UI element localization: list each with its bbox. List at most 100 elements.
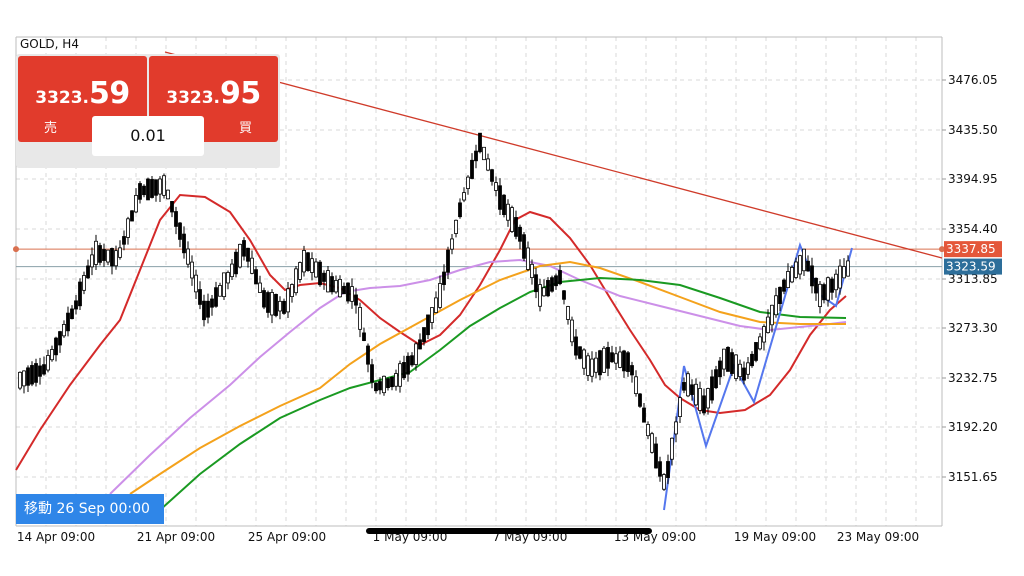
candle (618, 351, 622, 368)
candle (158, 178, 162, 195)
chart-scroll-handle[interactable] (366, 528, 652, 534)
candle (502, 194, 506, 215)
candle (482, 146, 486, 161)
price-tag (944, 241, 1002, 258)
candle (674, 421, 678, 435)
candle (658, 461, 662, 477)
candle (242, 240, 246, 257)
candle (578, 346, 582, 359)
candle (630, 365, 634, 376)
candle (290, 284, 294, 297)
candle (226, 272, 230, 284)
candle (362, 332, 366, 341)
ma-violet (109, 258, 847, 495)
candle (62, 324, 66, 337)
price-tick-label: 3313.85 (948, 272, 998, 286)
candle (378, 381, 382, 391)
candle (510, 207, 514, 232)
price-tick-label: 3394.95 (948, 172, 998, 186)
candle (670, 437, 674, 460)
candle (546, 280, 550, 297)
candle (638, 393, 642, 407)
candle (422, 327, 426, 343)
candle (846, 260, 850, 277)
candle (342, 285, 346, 295)
candle (306, 252, 310, 271)
candle (542, 287, 546, 297)
candle (110, 248, 114, 267)
time-tick-label: 21 Apr 09:00 (137, 530, 215, 544)
candle (386, 378, 390, 389)
candle (770, 304, 774, 326)
candle (118, 247, 122, 258)
candle (678, 397, 682, 417)
candle (22, 370, 26, 387)
ma-orange (129, 260, 846, 495)
candle (794, 261, 798, 278)
candle (570, 319, 574, 343)
candle (282, 300, 286, 314)
candle (478, 132, 482, 153)
buy-label: 買 (238, 120, 252, 135)
ma-green (159, 276, 847, 511)
time-tick-label: 19 May 09:00 (734, 530, 816, 544)
candle (398, 363, 402, 387)
candle (534, 274, 538, 293)
candle (18, 371, 22, 389)
candle (218, 285, 222, 297)
candle (66, 312, 70, 332)
buy-price: 3323.95 (149, 76, 278, 111)
candle (174, 211, 178, 227)
price-line-marker (939, 246, 945, 253)
candle (334, 279, 338, 293)
candle (662, 474, 666, 490)
candle (194, 274, 198, 293)
candle (558, 270, 562, 285)
sell-label: 売 (44, 120, 58, 135)
time-tick-label: 23 May 09:00 (837, 530, 919, 544)
candle (430, 307, 434, 323)
candle (766, 316, 770, 333)
candle (286, 288, 290, 313)
candle (266, 292, 270, 313)
candle (450, 238, 454, 250)
candle (166, 189, 170, 200)
trade-panel: 3323.59 売 3323.95 買 0.01 (16, 54, 280, 168)
candle (718, 360, 722, 378)
time-tick-label: 14 Apr 09:00 (17, 530, 95, 544)
candle (746, 362, 750, 375)
candle (762, 326, 766, 343)
candle (522, 234, 526, 259)
candle (634, 376, 638, 395)
candle (126, 218, 130, 238)
candle (490, 169, 494, 182)
time-tick-label: 25 Apr 09:00 (248, 530, 326, 544)
candle (50, 349, 54, 361)
candle (594, 357, 598, 373)
candle (538, 284, 542, 307)
sell-price-prefix: 3323. (35, 88, 90, 108)
candle (730, 352, 734, 374)
candle (410, 355, 414, 366)
candle (302, 250, 306, 273)
candle (806, 260, 810, 272)
candle (518, 226, 522, 242)
candle (234, 251, 238, 275)
trendline (164, 51, 943, 259)
candle (758, 336, 762, 350)
candle (614, 353, 618, 364)
candle (486, 158, 490, 171)
candle (822, 284, 826, 301)
candle (178, 222, 182, 240)
candle (530, 263, 534, 279)
candle (262, 290, 266, 308)
candle (418, 339, 422, 350)
candle (610, 352, 614, 363)
candle (434, 297, 438, 313)
move-date-badge[interactable]: 移動 26 Sep 00:00 (16, 494, 164, 524)
lot-size-input[interactable]: 0.01 (92, 116, 204, 156)
candle (694, 383, 698, 406)
candle (458, 202, 462, 218)
candle (154, 179, 158, 196)
